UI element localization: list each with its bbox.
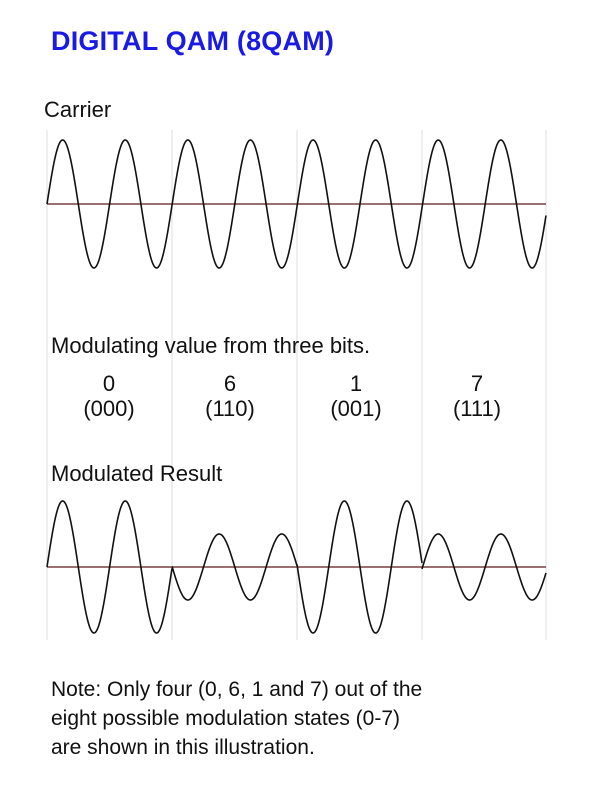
modulated-result-label: Modulated Result [51, 461, 223, 486]
modulating-value-label: Modulating value from three bits. [51, 333, 371, 358]
modulated-result-waves [46, 500, 547, 634]
modulated-segment-1 [296, 500, 423, 634]
state-value: 7 [470, 371, 484, 396]
note-line: eight possible modulation states (0-7) [51, 707, 401, 730]
note-line: Note: Only four (0, 6, 1 and 7) out of t… [51, 678, 423, 701]
modulated-segment-6 [171, 533, 298, 601]
state-0: 0 (000) [59, 371, 159, 421]
state-bits: (000) [83, 396, 135, 421]
page-title: DIGITAL QAM (8QAM) [51, 26, 335, 56]
carrier-label: Carrier [44, 97, 112, 122]
modulated-segment-7 [421, 533, 547, 601]
modulated-segment-0 [46, 500, 173, 634]
note-text: Note: Only four (0, 6, 1 and 7) out of t… [51, 675, 551, 762]
state-value: 1 [349, 371, 363, 396]
segment-dividers [46, 130, 547, 640]
state-bits: (110) [205, 396, 255, 421]
note-line: are shown in this illustration. [51, 736, 315, 759]
state-bits: (111) [452, 396, 502, 421]
state-1: 1 (001) [306, 371, 406, 421]
state-value: 0 [102, 371, 116, 396]
state-value: 6 [223, 371, 237, 396]
state-7: 7 (111) [427, 371, 527, 421]
carrier-wave [46, 139, 547, 269]
state-6: 6 (110) [180, 371, 280, 421]
state-bits: (001) [330, 396, 382, 421]
